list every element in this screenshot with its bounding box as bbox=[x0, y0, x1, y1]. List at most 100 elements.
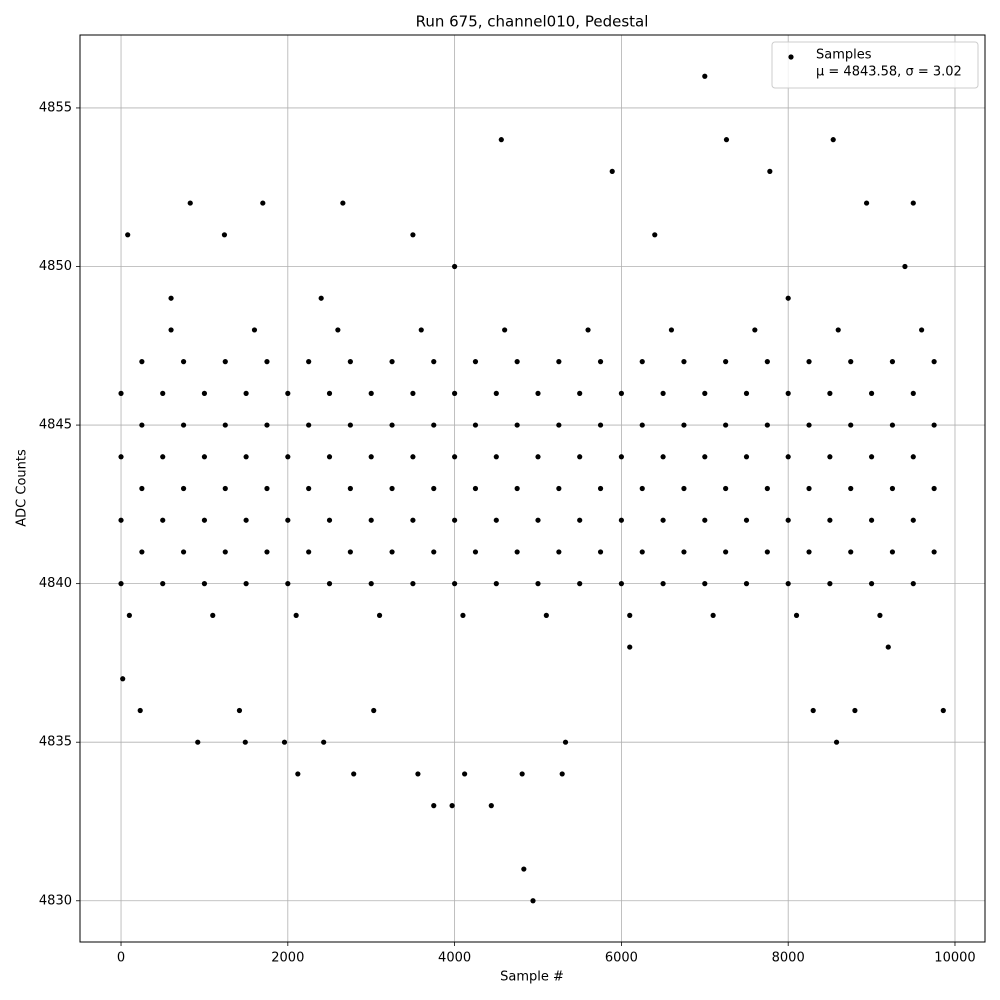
point bbox=[371, 707, 377, 714]
point bbox=[863, 200, 870, 206]
point bbox=[585, 327, 591, 333]
legend-marker bbox=[788, 54, 794, 60]
point bbox=[764, 359, 770, 365]
point bbox=[723, 137, 730, 143]
point bbox=[519, 771, 525, 777]
point bbox=[347, 549, 353, 555]
point bbox=[222, 485, 228, 492]
point bbox=[868, 454, 875, 460]
point bbox=[126, 612, 132, 618]
point bbox=[535, 581, 541, 587]
point bbox=[919, 327, 925, 333]
y-axis-label: ADC Counts bbox=[15, 449, 30, 527]
point bbox=[410, 390, 416, 396]
point bbox=[702, 581, 708, 587]
point bbox=[785, 581, 791, 587]
point bbox=[243, 390, 249, 396]
point bbox=[295, 771, 301, 777]
point bbox=[243, 454, 249, 460]
point bbox=[627, 612, 633, 618]
point bbox=[335, 327, 341, 333]
point bbox=[618, 581, 624, 587]
point bbox=[222, 422, 228, 428]
point bbox=[556, 359, 562, 365]
point bbox=[535, 517, 541, 523]
point bbox=[264, 422, 270, 428]
point bbox=[806, 422, 812, 428]
point bbox=[785, 295, 791, 301]
point bbox=[785, 390, 791, 396]
point bbox=[472, 549, 479, 555]
point bbox=[910, 517, 916, 523]
point bbox=[597, 359, 604, 365]
point bbox=[702, 73, 708, 79]
point bbox=[618, 454, 624, 460]
point bbox=[347, 485, 353, 492]
point bbox=[530, 898, 536, 904]
point bbox=[668, 327, 675, 333]
point bbox=[806, 549, 812, 555]
point bbox=[639, 359, 645, 365]
legend-stats: μ = 4843.58, σ = 3.02 bbox=[816, 65, 962, 80]
point bbox=[723, 359, 729, 365]
point bbox=[201, 581, 208, 587]
point bbox=[389, 549, 395, 555]
point bbox=[347, 422, 353, 428]
point bbox=[118, 390, 124, 396]
point bbox=[827, 517, 833, 523]
point bbox=[848, 549, 854, 555]
y-tick-label: 4840 bbox=[39, 576, 72, 591]
point bbox=[743, 454, 750, 460]
point bbox=[431, 422, 437, 428]
point bbox=[306, 422, 312, 428]
point bbox=[431, 359, 437, 365]
point bbox=[639, 485, 645, 492]
point bbox=[351, 771, 357, 777]
point bbox=[368, 581, 374, 587]
point bbox=[597, 422, 604, 428]
point bbox=[285, 390, 291, 396]
point bbox=[498, 137, 504, 143]
point bbox=[609, 168, 615, 174]
point bbox=[389, 422, 395, 428]
point bbox=[264, 485, 270, 492]
x-tick-label: 0 bbox=[117, 951, 125, 966]
point bbox=[472, 422, 479, 428]
point bbox=[221, 232, 228, 238]
point bbox=[222, 549, 228, 555]
point bbox=[639, 549, 645, 555]
point bbox=[764, 485, 770, 492]
point bbox=[827, 390, 833, 396]
x-tick-label: 4000 bbox=[438, 951, 471, 966]
point bbox=[493, 517, 499, 523]
point bbox=[514, 359, 520, 365]
point bbox=[764, 549, 770, 555]
point bbox=[702, 517, 708, 523]
point bbox=[326, 454, 333, 460]
point bbox=[452, 454, 458, 460]
point bbox=[556, 485, 562, 492]
point bbox=[493, 454, 499, 460]
point bbox=[376, 612, 383, 618]
point bbox=[931, 549, 937, 555]
legend: Samples μ = 4843.58, σ = 3.02 bbox=[771, 41, 979, 89]
point bbox=[251, 327, 258, 333]
point bbox=[210, 612, 216, 618]
point bbox=[889, 549, 896, 555]
point bbox=[743, 390, 750, 396]
point bbox=[723, 485, 729, 492]
point bbox=[139, 549, 145, 555]
point bbox=[180, 359, 187, 365]
point bbox=[785, 517, 791, 523]
point bbox=[285, 517, 291, 523]
point bbox=[488, 803, 494, 809]
point bbox=[543, 612, 549, 618]
point bbox=[767, 168, 773, 174]
point bbox=[125, 232, 131, 238]
point bbox=[910, 200, 916, 206]
point bbox=[326, 581, 333, 587]
point bbox=[931, 359, 937, 365]
point bbox=[431, 549, 437, 555]
point bbox=[285, 581, 291, 587]
